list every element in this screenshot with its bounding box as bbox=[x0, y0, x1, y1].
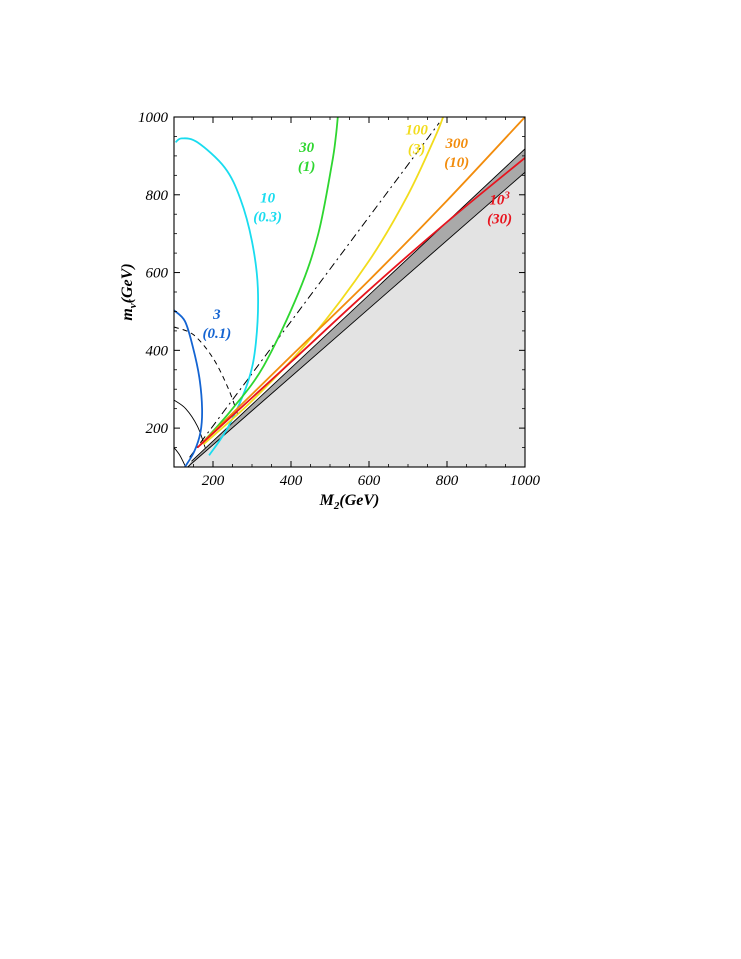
y-tick-label: 400 bbox=[146, 343, 169, 359]
solid-arc-line bbox=[174, 399, 206, 448]
contour-curve-0 bbox=[174, 309, 204, 467]
y-axis-title: mν̃(GeV) bbox=[119, 263, 139, 320]
curve-label-sub: (3) bbox=[408, 142, 426, 158]
y-tick-label: 1000 bbox=[138, 110, 169, 126]
curve-label-sub: (1) bbox=[298, 159, 316, 175]
curve-label-value: 100 bbox=[405, 123, 428, 139]
band-upper-line bbox=[191, 148, 525, 462]
x-axis-title: M2(GeV) bbox=[319, 492, 380, 512]
x-tick-label: 800 bbox=[436, 473, 459, 489]
x-tick-label: 200 bbox=[202, 473, 225, 489]
curve-label-value: 103 bbox=[489, 190, 510, 209]
contour-curve-3 bbox=[202, 117, 444, 446]
y-tick-label: 600 bbox=[146, 266, 169, 282]
dashed-line bbox=[174, 326, 239, 417]
dash-dot-line bbox=[189, 122, 440, 458]
plot-area bbox=[174, 117, 525, 467]
curve-label-sub: (30) bbox=[487, 212, 512, 228]
x-tick-label: 400 bbox=[280, 473, 303, 489]
contour-curve-5 bbox=[196, 157, 525, 449]
x-tick-label: 600 bbox=[358, 473, 381, 489]
curve-label-sub: (0.3) bbox=[253, 210, 282, 226]
contour-curve-4 bbox=[198, 117, 525, 447]
band-lower-line bbox=[187, 171, 525, 467]
curve-label-sub: (0.1) bbox=[203, 326, 232, 342]
contour-curve-2 bbox=[204, 117, 339, 441]
curve-label-sub: (10) bbox=[444, 155, 469, 171]
x-tick-label: 1000 bbox=[510, 473, 541, 489]
curve-label-value: 3 bbox=[212, 307, 221, 323]
axes: 200 400 600 800 1000 200 400 600 800 1000 M2(GeV) m… bbox=[119, 110, 541, 512]
solid-arc-line bbox=[174, 447, 187, 467]
curve-label-value: 300 bbox=[445, 136, 469, 152]
plot-clip-group bbox=[174, 117, 525, 467]
curve-label-value: 10 bbox=[260, 191, 276, 207]
y-tick-label: 200 bbox=[146, 421, 169, 437]
curve-label-value: 30 bbox=[298, 140, 315, 156]
curve-labels: 3 (0.1) 10 (0.3) 30 (1) 100 (3) 300 (10) 103 (30) bbox=[203, 123, 513, 343]
y-tick-label: 800 bbox=[146, 188, 169, 204]
